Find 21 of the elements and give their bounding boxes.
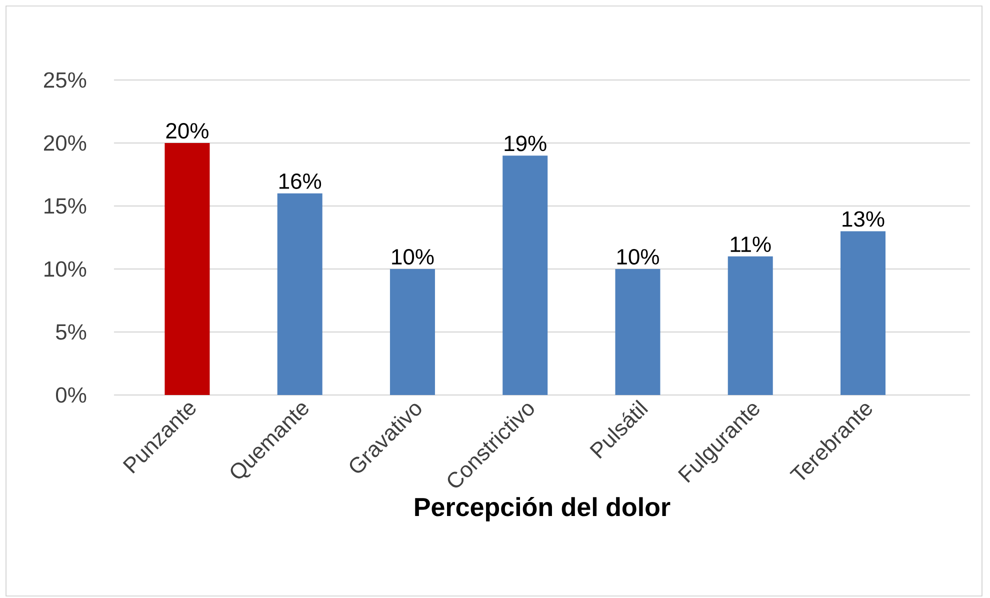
- data-label: 11%: [730, 236, 771, 252]
- bar: [615, 268, 660, 395]
- y-tick-label: 0%: [56, 387, 86, 403]
- y-tick-label: 15%: [44, 198, 86, 214]
- data-label: 10%: [392, 249, 434, 265]
- y-tick-label: 10%: [44, 261, 86, 277]
- bar: [840, 231, 886, 395]
- bar: [502, 156, 548, 395]
- y-tick-label: 20%: [44, 135, 86, 151]
- data-label: 13%: [842, 211, 884, 227]
- y-tick-label: 5%: [56, 324, 86, 340]
- y-tick-label: 25%: [44, 72, 86, 88]
- bar: [164, 142, 210, 395]
- bar: [390, 268, 435, 395]
- data-label: 10%: [617, 249, 659, 265]
- data-label: 20%: [166, 123, 208, 139]
- x-axis-title: Percepción del dolor: [415, 496, 670, 522]
- bar: [277, 193, 322, 395]
- data-label: 19%: [504, 136, 546, 152]
- bar: [728, 256, 773, 395]
- data-label: 16%: [279, 173, 322, 189]
